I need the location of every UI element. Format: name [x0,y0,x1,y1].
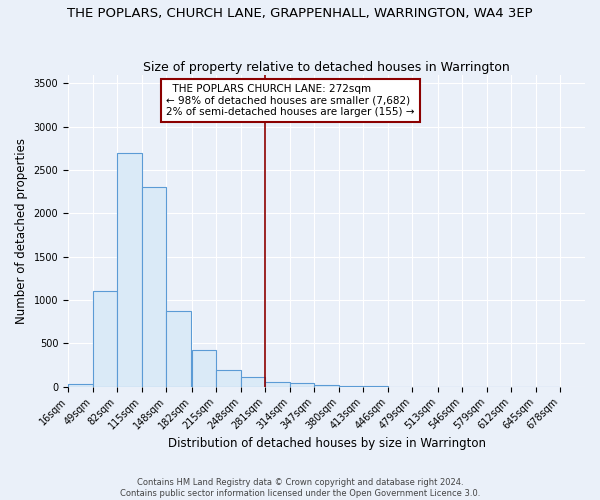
Bar [117,152,142,387]
Bar [142,188,166,387]
Bar [166,310,191,387]
Bar [68,384,92,387]
Bar [290,384,314,387]
Bar [314,385,339,387]
Text: THE POPLARS, CHURCH LANE, GRAPPENHALL, WARRINGTON, WA4 3EP: THE POPLARS, CHURCH LANE, GRAPPENHALL, W… [67,8,533,20]
Bar [241,378,265,387]
Title: Size of property relative to detached houses in Warrington: Size of property relative to detached ho… [143,60,510,74]
Bar [191,350,216,387]
Text: Contains HM Land Registry data © Crown copyright and database right 2024.
Contai: Contains HM Land Registry data © Crown c… [120,478,480,498]
Y-axis label: Number of detached properties: Number of detached properties [15,138,28,324]
Bar [92,292,117,387]
Text: THE POPLARS CHURCH LANE: 272sqm
← 98% of detached houses are smaller (7,682)
2% : THE POPLARS CHURCH LANE: 272sqm ← 98% of… [166,84,415,117]
Bar [265,382,290,387]
X-axis label: Distribution of detached houses by size in Warrington: Distribution of detached houses by size … [167,437,485,450]
Bar [216,370,241,387]
